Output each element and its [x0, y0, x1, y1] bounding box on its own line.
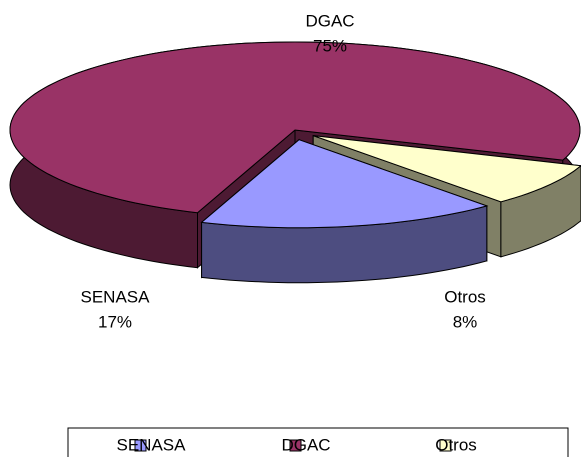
pie [9, 41, 581, 284]
slice-top [9, 41, 581, 214]
slice [200, 138, 489, 284]
legend-label: Otros [435, 435, 477, 454]
legend-swatch [289, 439, 302, 452]
slice-value-label: 17% [98, 312, 132, 331]
slice-value-label: 75% [313, 36, 347, 55]
slice-label: DGAC [305, 11, 354, 30]
slice-label: Otros [444, 287, 486, 306]
legend-swatch [134, 439, 147, 452]
legend-box [67, 427, 569, 457]
slice-top [313, 135, 581, 203]
slice-label: SENASA [81, 287, 151, 306]
slice-top [200, 139, 489, 229]
slice-value-label: 8% [453, 312, 478, 331]
legend-label: SENASA [117, 435, 187, 454]
legend-label: DGAC [281, 435, 330, 454]
legend-swatch [439, 439, 452, 452]
